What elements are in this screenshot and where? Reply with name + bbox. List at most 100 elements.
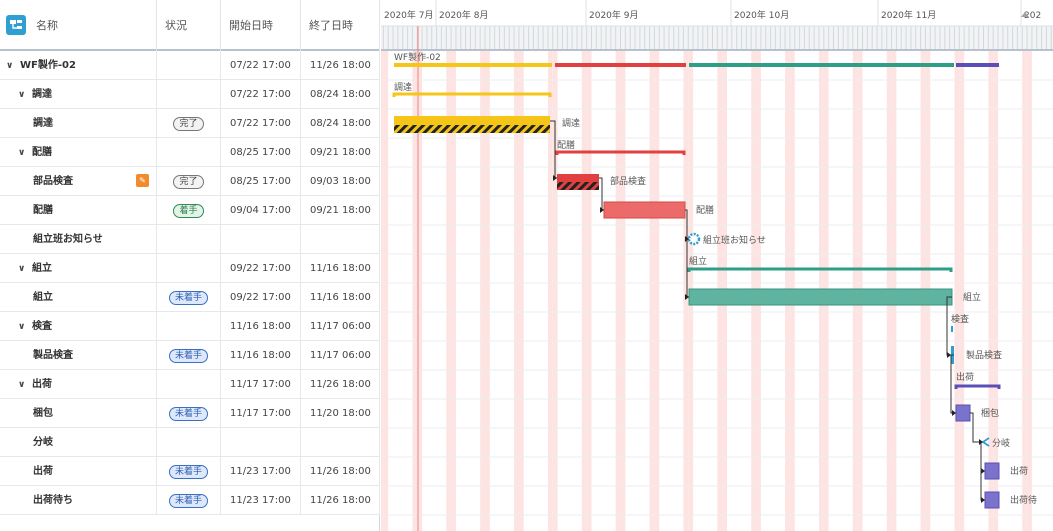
task-bar-procure[interactable] (394, 116, 550, 125)
group-bracket-inspect[interactable] (951, 326, 953, 332)
task-name-cell[interactable]: ∨ WF製作-02 (0, 51, 157, 80)
task-name-cell[interactable]: ∨ 組立 (0, 254, 157, 283)
table-row[interactable]: 組立 未着手 09/22 17:00 11/16 18:00 (0, 283, 380, 312)
start-date-cell[interactable]: 07/22 17:00 (221, 80, 301, 109)
start-date-cell[interactable]: 11/23 17:00 (221, 457, 301, 486)
end-date-cell[interactable]: 11/20 18:00 (301, 399, 380, 428)
task-name-cell[interactable]: 出荷 (0, 457, 157, 486)
start-date-cell[interactable]: 09/04 17:00 (221, 196, 301, 225)
task-bar-shipping[interactable] (984, 462, 1000, 480)
end-date-cell[interactable]: 11/26 18:00 (301, 486, 380, 515)
start-date-cell[interactable]: 11/16 18:00 (221, 312, 301, 341)
task-progress-procure[interactable] (394, 125, 550, 133)
task-name-cell[interactable]: 調達 (0, 109, 157, 138)
gear-milestone-icon[interactable] (687, 232, 701, 246)
branch-icon[interactable] (982, 437, 990, 447)
task-bar-inspection[interactable] (557, 174, 599, 182)
task-progress-inspection[interactable] (557, 182, 599, 190)
dependency-link[interactable] (970, 412, 983, 443)
table-row[interactable]: 部品検査 ✎ 完了 08/25 17:00 09/03 18:00 (0, 167, 380, 196)
edit-warning-icon[interactable]: ✎ (136, 174, 149, 187)
chevron-down-icon[interactable]: ∨ (6, 61, 14, 71)
end-date-cell[interactable]: 08/24 18:00 (301, 80, 380, 109)
table-row[interactable]: 出荷 未着手 11/23 17:00 11/26 18:00 (0, 457, 380, 486)
start-date-cell[interactable]: 09/22 17:00 (221, 283, 301, 312)
start-date-cell[interactable]: 11/17 17:00 (221, 399, 301, 428)
table-row[interactable]: ∨ 組立 09/22 17:00 11/16 18:00 (0, 254, 380, 283)
end-date-cell[interactable]: 11/16 18:00 (301, 283, 380, 312)
chevron-down-icon[interactable]: ∨ (18, 380, 26, 390)
task-bar-prep[interactable] (603, 201, 686, 219)
end-date-cell[interactable]: 08/24 18:00 (301, 109, 380, 138)
group-label: 出荷 (956, 371, 974, 383)
project-segment-assemble[interactable] (689, 63, 954, 67)
end-date-cell[interactable]: 11/17 06:00 (301, 312, 380, 341)
table-row[interactable]: ∨ 調達 07/22 17:00 08/24 18:00 (0, 80, 380, 109)
table-row[interactable]: 分岐 (0, 428, 380, 457)
task-name-cell[interactable]: 出荷待ち (0, 486, 157, 515)
group-bracket-assemble[interactable] (687, 267, 953, 272)
start-date-cell[interactable] (221, 225, 301, 254)
table-row[interactable]: ∨ 検査 11/16 18:00 11/17 06:00 (0, 312, 380, 341)
task-name-cell[interactable]: ∨ 検査 (0, 312, 157, 341)
chevron-down-icon[interactable]: ∨ (18, 264, 26, 274)
chevron-down-icon[interactable]: ∨ (18, 148, 26, 158)
header-name[interactable]: 名称 (28, 0, 157, 51)
start-date-cell[interactable]: 09/22 17:00 (221, 254, 301, 283)
dependency-link[interactable] (599, 177, 604, 211)
start-date-cell[interactable]: 07/22 17:00 (221, 51, 301, 80)
end-date-cell[interactable]: 11/17 06:00 (301, 341, 380, 370)
group-bracket-ship[interactable] (954, 384, 1001, 389)
end-date-cell[interactable]: 11/26 18:00 (301, 370, 380, 399)
task-name-cell[interactable]: 部品検査 ✎ (0, 167, 157, 196)
project-segment-ship[interactable] (956, 63, 999, 67)
task-name-cell[interactable]: 製品検査 (0, 341, 157, 370)
header-start[interactable]: 開始日時 (221, 0, 301, 51)
group-bracket-procure[interactable] (392, 92, 552, 97)
table-row[interactable]: ∨ 出荷 11/17 17:00 11/26 18:00 (0, 370, 380, 399)
table-row[interactable]: 出荷待ち 未着手 11/23 17:00 11/26 18:00 (0, 486, 380, 515)
end-date-cell[interactable] (301, 225, 380, 254)
header-status[interactable]: 状況 (157, 0, 221, 51)
tree-structure-icon[interactable] (6, 15, 26, 35)
start-date-cell[interactable]: 11/23 17:00 (221, 486, 301, 515)
start-date-cell[interactable]: 08/25 17:00 (221, 167, 301, 196)
task-bar-assemble[interactable] (688, 288, 953, 306)
task-name-cell[interactable]: 組立 (0, 283, 157, 312)
end-date-cell[interactable] (301, 428, 380, 457)
task-name-cell[interactable]: 梱包 (0, 399, 157, 428)
table-row[interactable]: 梱包 未着手 11/17 17:00 11/20 18:00 (0, 399, 380, 428)
task-bar-packing[interactable] (955, 404, 971, 422)
start-date-cell[interactable]: 11/16 18:00 (221, 341, 301, 370)
start-date-cell[interactable] (221, 428, 301, 457)
start-date-cell[interactable]: 08/25 17:00 (221, 138, 301, 167)
task-name-cell[interactable]: 組立班お知らせ (0, 225, 157, 254)
chevron-down-icon[interactable]: ∨ (18, 90, 26, 100)
group-bracket-prep[interactable] (555, 150, 686, 155)
table-row[interactable]: 調達 完了 07/22 17:00 08/24 18:00 (0, 109, 380, 138)
end-date-cell[interactable]: 09/21 18:00 (301, 138, 380, 167)
project-segment-procure[interactable] (394, 63, 552, 67)
end-date-cell[interactable]: 11/26 18:00 (301, 457, 380, 486)
table-row[interactable]: ∨ WF製作-02 07/22 17:00 11/26 18:00 (0, 51, 380, 80)
task-name-cell[interactable]: ∨ 配膳 (0, 138, 157, 167)
task-name-cell[interactable]: 分岐 (0, 428, 157, 457)
task-name: 出荷待ち (33, 495, 73, 506)
end-date-cell[interactable]: 09/03 18:00 (301, 167, 380, 196)
table-row[interactable]: 製品検査 未着手 11/16 18:00 11/17 06:00 (0, 341, 380, 370)
task-name-cell[interactable]: ∨ 調達 (0, 80, 157, 109)
chevron-down-icon[interactable]: ∨ (18, 322, 26, 332)
header-end[interactable]: 終了日時 (301, 0, 380, 51)
table-row[interactable]: 配膳 着手 09/04 17:00 09/21 18:00 (0, 196, 380, 225)
end-date-cell[interactable]: 11/26 18:00 (301, 51, 380, 80)
project-segment-prep[interactable] (555, 63, 686, 67)
task-bar-waiting[interactable] (984, 491, 1000, 509)
task-name-cell[interactable]: 配膳 (0, 196, 157, 225)
end-date-cell[interactable]: 09/21 18:00 (301, 196, 380, 225)
start-date-cell[interactable]: 11/17 17:00 (221, 370, 301, 399)
task-name-cell[interactable]: ∨ 出荷 (0, 370, 157, 399)
start-date-cell[interactable]: 07/22 17:00 (221, 109, 301, 138)
table-row[interactable]: ∨ 配膳 08/25 17:00 09/21 18:00 (0, 138, 380, 167)
end-date-cell[interactable]: 11/16 18:00 (301, 254, 380, 283)
table-row[interactable]: 組立班お知らせ (0, 225, 380, 254)
